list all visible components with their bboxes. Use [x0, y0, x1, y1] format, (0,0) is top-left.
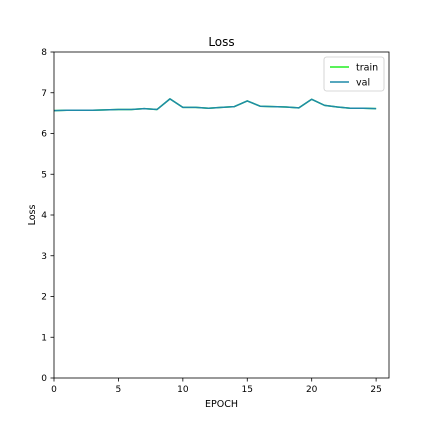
y-tick-label: 3	[41, 252, 47, 262]
series-layer	[53, 98, 377, 112]
y-axis-label: Loss	[27, 205, 38, 226]
y-tick-label: 2	[41, 293, 47, 303]
x-tick-label: 15	[242, 385, 253, 395]
chart-title: Loss	[208, 35, 234, 49]
x-tick-label: 25	[370, 385, 381, 395]
y-tick-label: 5	[41, 170, 47, 180]
x-tick-label: 0	[51, 385, 57, 395]
series-line-val	[53, 98, 377, 112]
y-tick-label: 7	[41, 89, 47, 99]
y-axis-ticks: 0 1 2 3 4 5 6 7 8	[41, 48, 54, 384]
x-axis-label: EPOCH	[205, 399, 238, 410]
series-line-train	[53, 98, 377, 112]
x-tick-label: 5	[116, 385, 122, 395]
axes-frame	[53, 51, 390, 379]
legend-label-val: val	[356, 77, 370, 88]
y-tick-label: 4	[41, 211, 47, 221]
legend: train val	[323, 56, 385, 92]
y-tick-label: 0	[41, 374, 47, 384]
legend-label-train: train	[356, 62, 378, 73]
y-tick-label: 6	[41, 130, 47, 140]
x-axis-ticks: 0 5 10 15 20 25	[51, 378, 382, 395]
x-tick-label: 20	[306, 385, 318, 395]
x-tick-label: 10	[177, 385, 189, 395]
y-tick-label: 8	[41, 48, 47, 58]
y-tick-label: 1	[41, 333, 47, 343]
